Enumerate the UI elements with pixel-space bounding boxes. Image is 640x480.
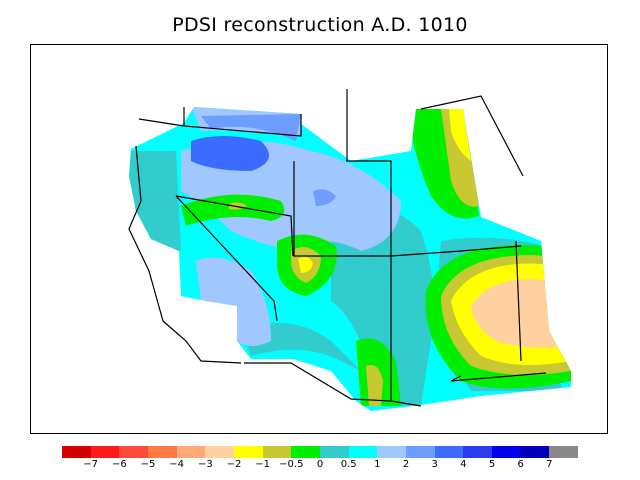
border-dakotas xyxy=(420,95,524,177)
border-ut-co xyxy=(293,161,391,257)
field-blue-north xyxy=(201,114,301,141)
legend-swatch xyxy=(176,446,206,458)
field-olive-south xyxy=(366,365,383,406)
legend-swatch xyxy=(148,446,178,458)
border-id-mt xyxy=(183,114,302,137)
legend-swatch xyxy=(348,446,378,458)
field-lightblue-nevada xyxy=(196,257,271,346)
legend-label: −5 xyxy=(140,459,156,470)
border-nm-tx xyxy=(450,372,547,382)
legend-label: 1 xyxy=(374,459,381,470)
legend-label: 6 xyxy=(517,459,524,470)
legend-label: −2 xyxy=(226,459,242,470)
legend-swatch xyxy=(549,446,579,458)
field-teal-south xyxy=(241,323,361,371)
legend-swatch xyxy=(492,446,522,458)
border-mexico xyxy=(244,362,422,407)
legend-label: −1 xyxy=(255,459,271,470)
field-darkblue-oregon xyxy=(191,136,269,171)
legend-label: −3 xyxy=(197,459,213,470)
legend-swatch xyxy=(520,446,550,458)
border-nv-ut xyxy=(175,195,294,257)
legend-label: −6 xyxy=(111,459,127,470)
legend-label: −0.5 xyxy=(279,459,304,470)
legend-label: −4 xyxy=(169,459,185,470)
legend-swatch xyxy=(463,446,493,458)
border-ok-tx xyxy=(515,240,522,362)
field-yellow-northeast xyxy=(449,109,471,161)
field-yellow-utah xyxy=(298,256,313,273)
legend-label: 0.5 xyxy=(340,459,357,470)
border-ca-nv xyxy=(175,195,278,322)
map-title: PDSI reconstruction A.D. 1010 xyxy=(172,14,468,36)
legend-swatch xyxy=(62,446,92,458)
pdsi-map xyxy=(128,89,571,411)
border-ks-ok xyxy=(390,245,522,257)
border-wa-or xyxy=(138,107,185,127)
legend-label: 4 xyxy=(460,459,467,470)
legend-label: 7 xyxy=(546,459,553,470)
field-blue-wyoming xyxy=(313,189,336,206)
pdsi-field xyxy=(129,107,571,411)
legend-swatch xyxy=(377,446,407,458)
legend-swatch xyxy=(320,446,350,458)
legend-swatch xyxy=(90,446,120,458)
field-green-band xyxy=(181,194,285,226)
legend-label: −7 xyxy=(83,459,99,470)
color-legend: −7 −6 −5 −4 −3 −2 −1 −0.5 0 0.5 1 2 3 4 5 6 7 xyxy=(62,446,579,476)
legend-swatch xyxy=(205,446,235,458)
legend-label: 3 xyxy=(431,459,438,470)
legend-swatch xyxy=(291,446,321,458)
legend-label: 0 xyxy=(316,459,324,470)
legend-swatch xyxy=(406,446,436,458)
legend-swatch xyxy=(234,446,264,458)
coastline-west xyxy=(128,145,242,364)
legend-swatch xyxy=(119,446,149,458)
field-olive-northeast xyxy=(441,109,479,207)
border-co-nm xyxy=(346,160,392,401)
legend-label: 2 xyxy=(402,459,410,470)
legend-swatch xyxy=(434,446,464,458)
map-frame xyxy=(30,44,608,434)
legend-swatch xyxy=(262,446,292,458)
boundaries xyxy=(128,89,547,407)
legend-label: 5 xyxy=(488,459,496,470)
